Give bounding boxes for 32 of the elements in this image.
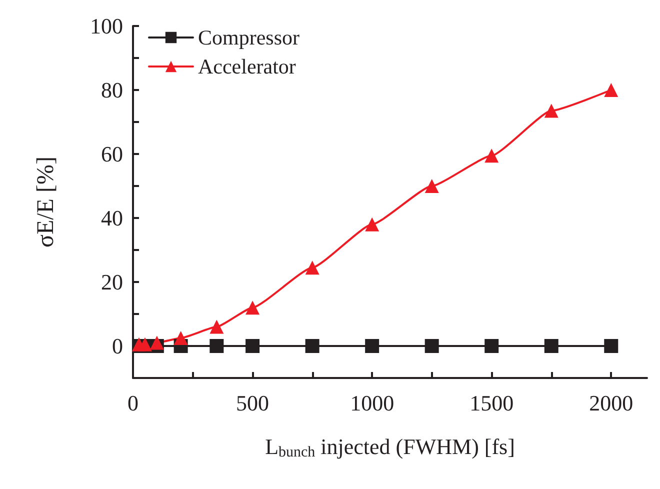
x-tick-label: 1500	[470, 390, 514, 416]
point	[305, 260, 320, 275]
y-tick-label: 40	[101, 206, 123, 230]
point	[484, 148, 499, 163]
y-axis-title: σE/E [%]	[33, 156, 59, 248]
point	[210, 320, 224, 334]
point	[544, 104, 558, 118]
y-tick-label: 20	[101, 270, 123, 294]
point	[544, 339, 558, 353]
y-tick-label: 80	[101, 78, 123, 102]
y-tick-label: 0	[112, 334, 123, 358]
point	[150, 336, 164, 350]
point	[210, 339, 224, 353]
point	[246, 300, 260, 315]
x-tick-label: 500	[236, 390, 270, 416]
point	[365, 217, 380, 232]
legend-label: Accelerator	[198, 54, 296, 78]
x-tick-label: 2000	[589, 390, 634, 416]
point	[604, 339, 618, 353]
x-tick-label: 0	[128, 390, 138, 416]
x-tick-label: 1000	[350, 390, 394, 416]
point	[484, 339, 499, 353]
point	[174, 331, 188, 345]
y-tick-label: 100	[90, 14, 123, 38]
point	[365, 339, 380, 353]
y-tick-label: 60	[101, 142, 123, 166]
point	[604, 83, 618, 97]
point	[424, 339, 439, 353]
point	[305, 339, 320, 353]
point	[424, 179, 439, 193]
point	[246, 339, 260, 353]
legend-label: Compressor	[198, 26, 300, 50]
